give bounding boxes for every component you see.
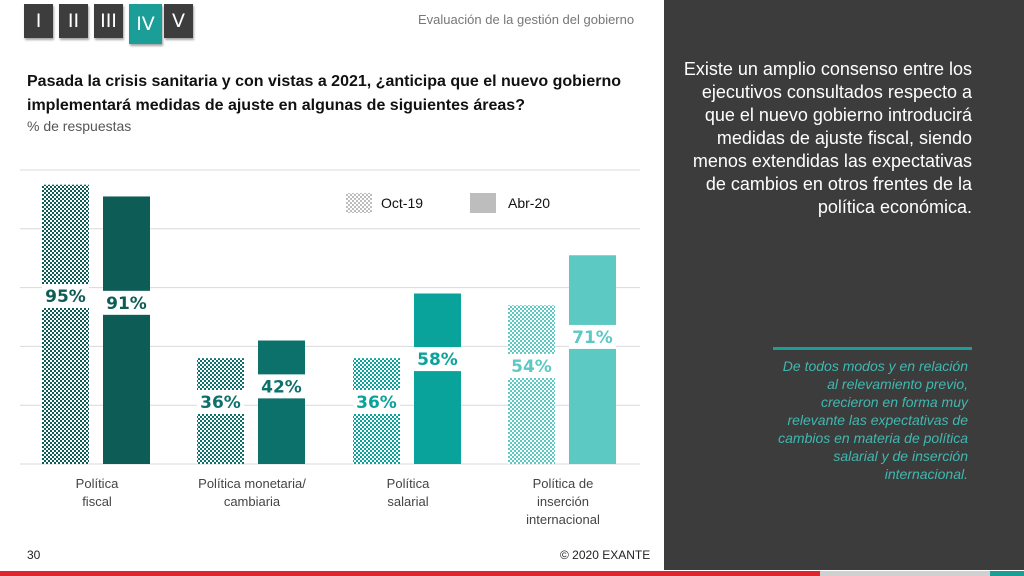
legend-swatch-abr20 [470, 193, 496, 213]
data-label-bg [414, 347, 461, 372]
category-label: cambiaria [224, 494, 281, 509]
footer-bar-teal [990, 571, 1024, 576]
bar-abr-20-4 [569, 255, 616, 464]
data-label-bg [569, 324, 616, 349]
data-label-bg [353, 390, 400, 414]
bar-chart: 95% 36% 36% 54% 91% 42% 58% 71% Política fiscal Po… [20, 169, 640, 527]
category-label: internacional [526, 512, 600, 527]
data-label: 42% [261, 377, 302, 397]
tab-section-3[interactable]: III [94, 4, 123, 38]
legend-label-abr20: Abr-20 [508, 195, 550, 211]
chart-subtitle: % de respuestas [27, 118, 132, 134]
data-label: 71% [572, 328, 613, 348]
section-title: Evaluación de la gestión del gobierno [418, 12, 635, 27]
chart-question: Pasada la crisis sanitaria y con vistas … [27, 73, 622, 114]
bar-abr-20-3 [414, 293, 461, 464]
data-label-bg [508, 353, 555, 378]
category-label: Política monetaria/ [198, 476, 306, 491]
category-label: inserción [537, 494, 589, 509]
bar-oct-19-4 [508, 305, 555, 464]
data-label: 91% [106, 294, 147, 314]
category-label: salarial [387, 494, 428, 509]
side-panel [664, 0, 1024, 570]
legend-label-oct19: Oct-19 [381, 195, 423, 211]
panel-note: De todos modos y en relación al relevami… [778, 358, 968, 482]
data-label: 95% [45, 287, 86, 307]
data-label-bg [197, 390, 244, 414]
panel-main-text: Existe un amplio consenso entre los ejec… [683, 59, 972, 217]
footer-bar-red [0, 571, 820, 576]
category-label: Política [76, 476, 119, 491]
bar-abr-20-1 [103, 196, 150, 464]
category-label: fiscal [82, 494, 112, 509]
copyright-text: © 2020 EXANTE [560, 548, 651, 562]
data-label: 58% [417, 350, 458, 370]
bar-abr-20-2 [258, 340, 305, 464]
bar-oct-19-1 [42, 184, 89, 464]
tab-section-2[interactable]: II [59, 4, 88, 38]
category-label: Política de [533, 476, 594, 491]
tab-section-4[interactable]: IV [129, 4, 162, 44]
tab-section-1[interactable]: I [24, 4, 53, 38]
footer-bar-gray [820, 571, 990, 576]
data-label-bg [42, 284, 89, 309]
data-label: 36% [200, 393, 241, 413]
page-number: 30 [27, 548, 41, 562]
data-label-bg [103, 290, 150, 315]
panel-divider [773, 347, 972, 350]
data-label: 36% [356, 393, 397, 413]
legend-swatch-oct19 [346, 193, 372, 213]
category-label: Política [387, 476, 430, 491]
data-label: 54% [511, 357, 552, 377]
tab-section-5[interactable]: V [164, 4, 193, 38]
data-label-bg [258, 374, 305, 399]
